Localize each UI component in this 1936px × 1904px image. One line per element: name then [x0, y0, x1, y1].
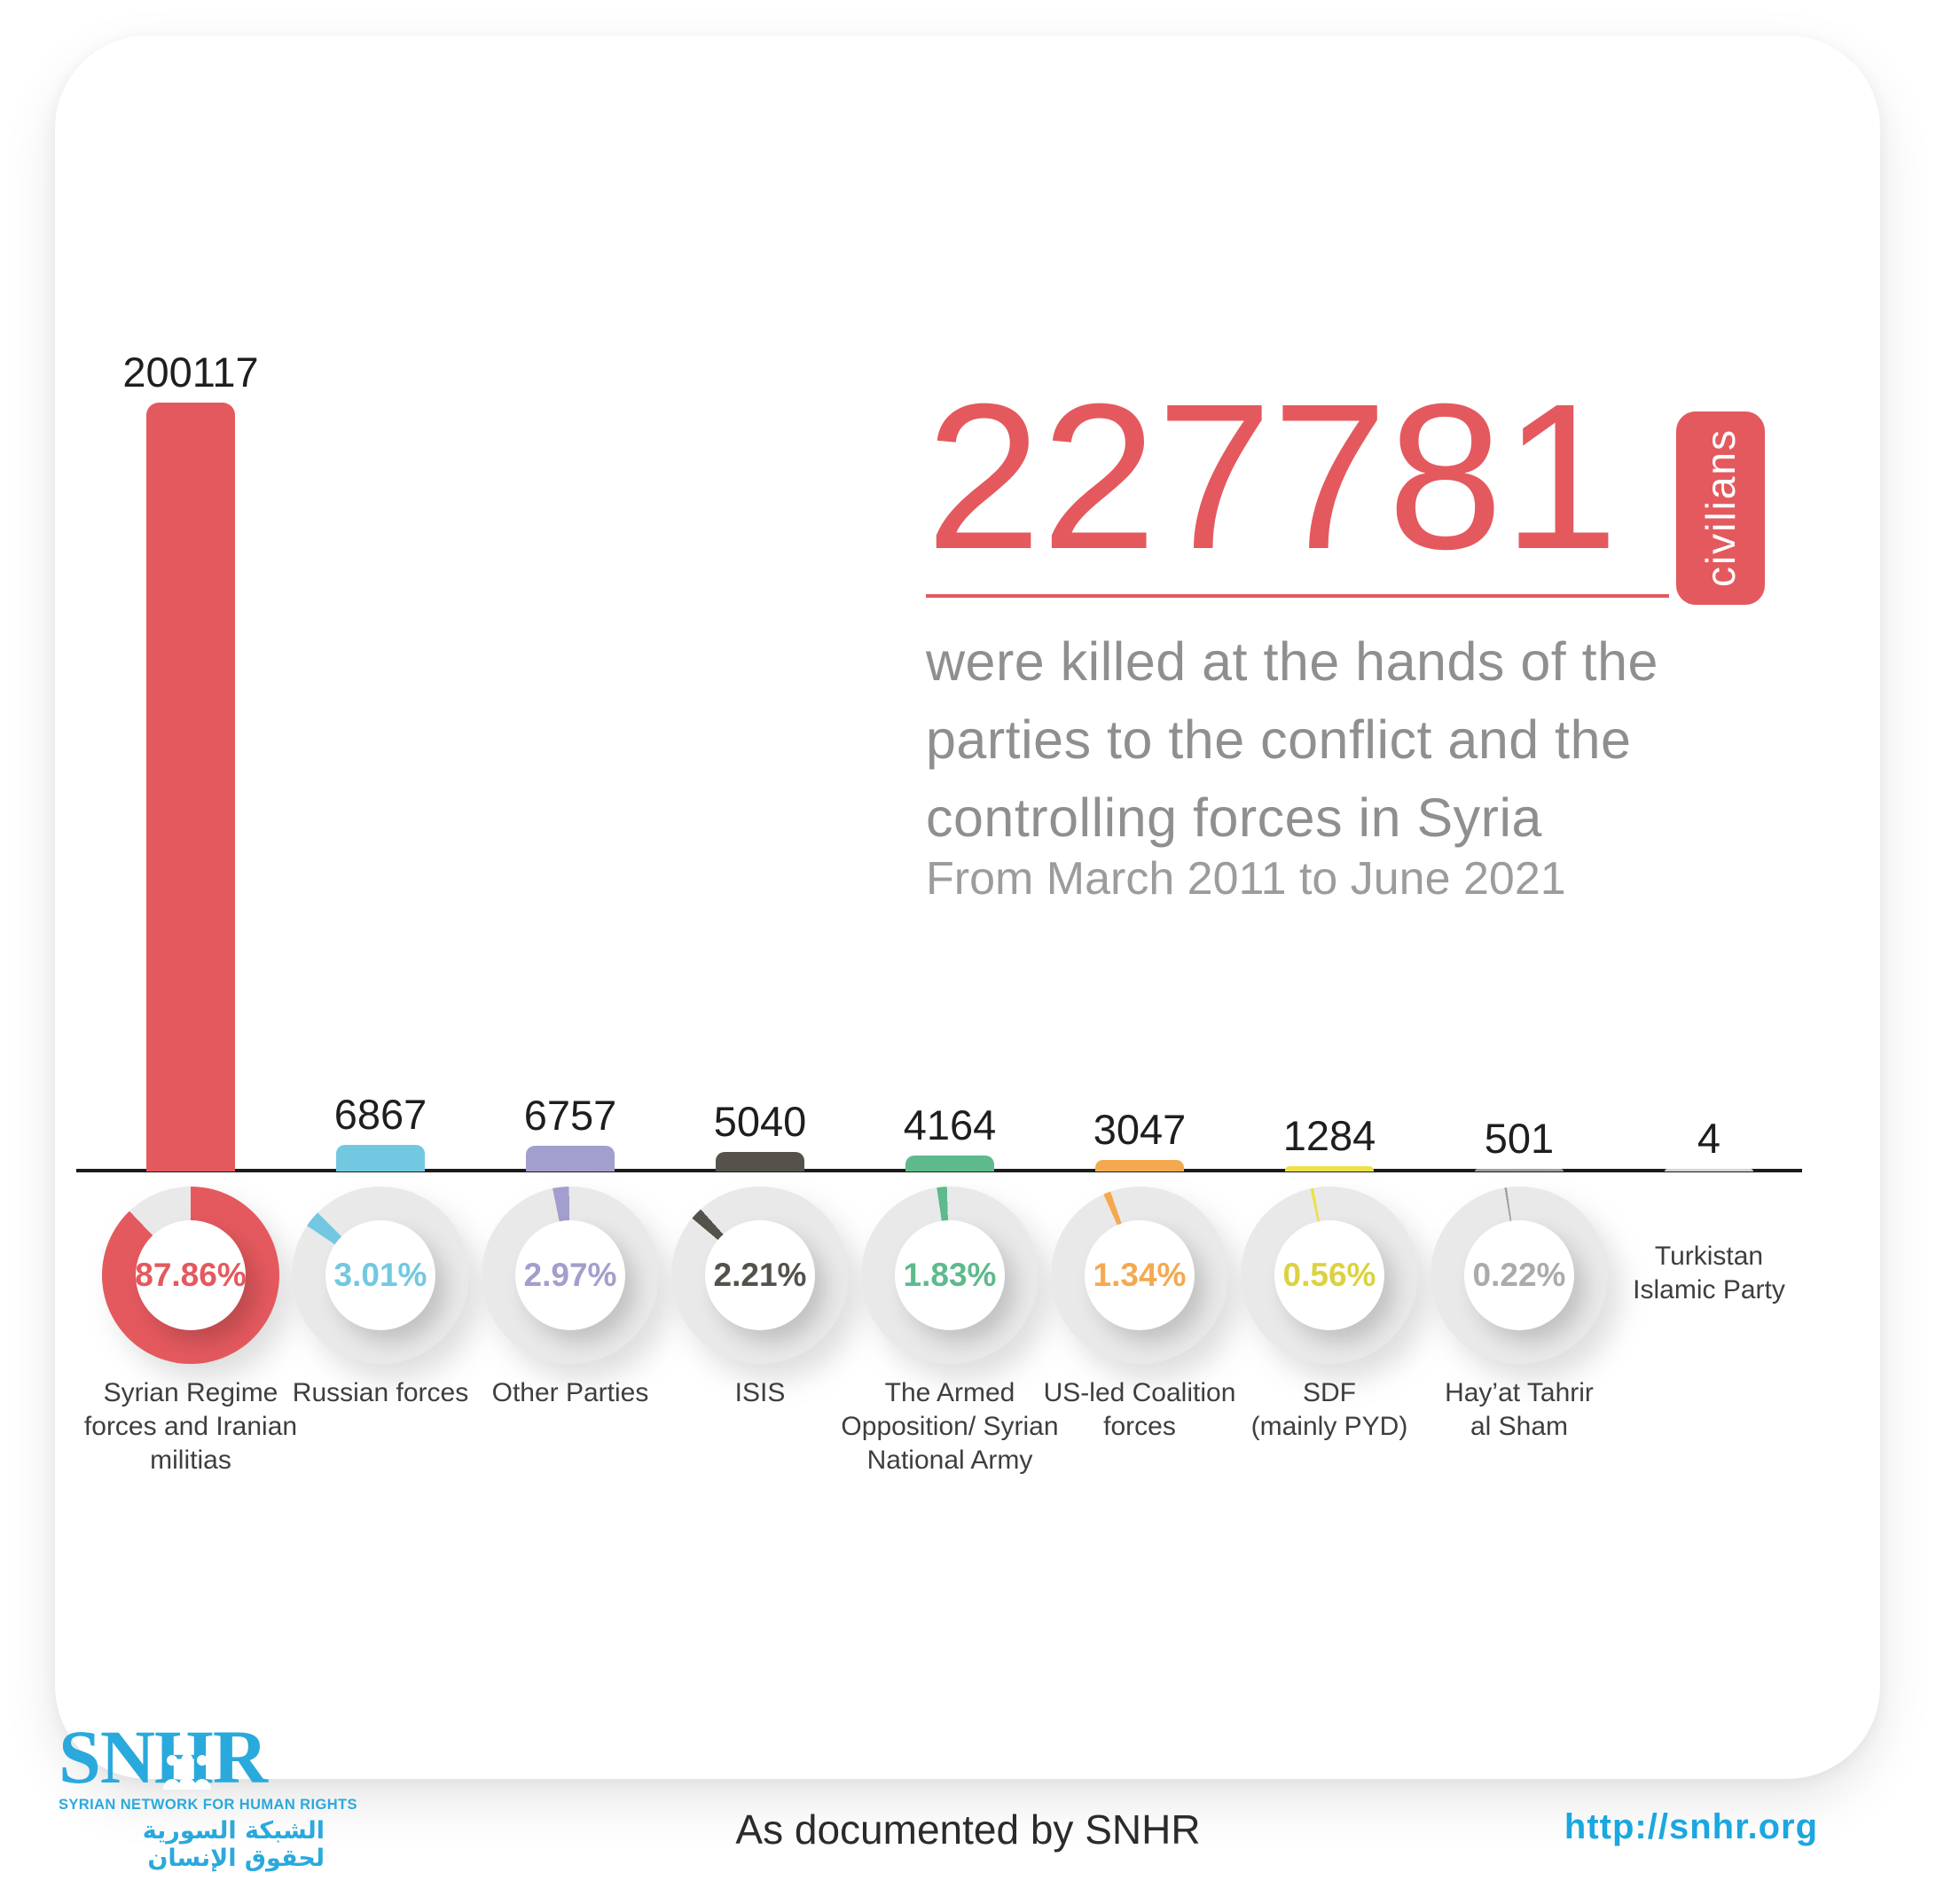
- donut-hole: 2.21%: [705, 1220, 815, 1330]
- bar[interactable]: [1285, 1166, 1374, 1171]
- bar-value-label: 4: [1697, 1115, 1721, 1162]
- category-label: Hay’at Tahrir al Sham: [1445, 1378, 1594, 1441]
- bar-value-label: 200117: [122, 349, 259, 396]
- donut-hole: 2.97%: [515, 1220, 625, 1330]
- bar[interactable]: [1095, 1159, 1184, 1171]
- bar-value-label: 6757: [523, 1091, 617, 1139]
- donut-hole: 1.34%: [1085, 1220, 1195, 1330]
- bar[interactable]: [716, 1152, 804, 1171]
- headline-underline: [926, 594, 1669, 598]
- category-label: Syrian Regime forces and Iranian militias: [83, 1378, 298, 1475]
- headline-description: were killed at the hands of the parties …: [926, 623, 1830, 857]
- bar-value-label: 501: [1484, 1115, 1555, 1162]
- civilians-tag-label: civilians: [1697, 428, 1744, 588]
- bar-value-label: 4164: [903, 1101, 997, 1148]
- donut-chart[interactable]: 87.86%: [102, 1187, 279, 1364]
- donut-chart[interactable]: 1.83%: [861, 1187, 1039, 1364]
- snhr-wordmark-text: SNHR: [59, 1714, 268, 1799]
- donut-chart[interactable]: 2.21%: [671, 1187, 849, 1364]
- donut-chart[interactable]: 2.97%: [482, 1187, 659, 1364]
- donut-chart[interactable]: 3.01%: [292, 1187, 469, 1364]
- donut-chart[interactable]: 0.22%: [1430, 1187, 1608, 1364]
- donut-percentage: 1.34%: [1093, 1257, 1187, 1293]
- bar-value-label: 3047: [1093, 1105, 1187, 1153]
- category-label: Russian forces: [292, 1378, 469, 1407]
- snhr-subtitle-ar: الشبكة السورية لحقوق الإنسان: [142, 1817, 325, 1872]
- headline-description-line3: controlling forces in Syria: [926, 787, 1542, 848]
- category-label: Turkistan Islamic Party: [1633, 1242, 1785, 1305]
- bar[interactable]: [526, 1145, 615, 1171]
- civilians-tag: civilians: [1676, 411, 1765, 605]
- people-icon: [163, 1754, 211, 1790]
- category-label: ISIS: [734, 1378, 786, 1407]
- bar[interactable]: [1665, 1169, 1753, 1171]
- donut-hole: 1.83%: [895, 1220, 1005, 1330]
- attribution-text: As documented by SNHR: [735, 1806, 1201, 1853]
- headline-period: From March 2011 to June 2021: [926, 853, 1566, 905]
- total-killed-number: 227781: [926, 360, 1619, 592]
- donut-chart[interactable]: 1.34%: [1051, 1187, 1228, 1364]
- bar-value-label: 5040: [713, 1098, 807, 1146]
- bar[interactable]: [146, 403, 235, 1171]
- donut-hole: 0.56%: [1274, 1220, 1384, 1330]
- bar-value-label: 1284: [1282, 1112, 1376, 1160]
- headline-description-line1: were killed at the hands of the: [926, 631, 1658, 692]
- donut-hole: 0.22%: [1464, 1220, 1574, 1330]
- donut-percentage: 2.97%: [523, 1257, 617, 1293]
- donut-percentage: 3.01%: [333, 1257, 427, 1293]
- category-label: The Armed Opposition/ Syrian National Army: [841, 1378, 1059, 1475]
- donut-percentage: 0.56%: [1282, 1257, 1376, 1293]
- bar-value-label: 6867: [333, 1091, 427, 1139]
- bar[interactable]: [1475, 1169, 1564, 1171]
- bar[interactable]: [336, 1145, 425, 1171]
- donut-percentage: 0.22%: [1472, 1257, 1566, 1293]
- snhr-logo: SNHR SYRIAN NETWORK FOR HUMAN RIGHTS الش…: [59, 1719, 357, 1872]
- donut-percentage: 87.86%: [135, 1257, 247, 1293]
- card-background: [55, 35, 1880, 1779]
- category-label: Other Parties: [491, 1378, 649, 1407]
- snhr-website-link[interactable]: http://snhr.org: [1564, 1807, 1818, 1846]
- snhr-subtitle-en: SYRIAN NETWORK FOR HUMAN RIGHTS: [59, 1797, 357, 1813]
- bar[interactable]: [905, 1155, 994, 1171]
- donut-chart[interactable]: 0.56%: [1241, 1187, 1418, 1364]
- donut-hole: 87.86%: [135, 1220, 247, 1330]
- donut-percentage: 2.21%: [713, 1257, 807, 1293]
- category-label: SDF (mainly PYD): [1250, 1378, 1408, 1441]
- headline-description-line2: parties to the conflict and the: [926, 709, 1632, 770]
- category-label: US-led Coalition forces: [1043, 1378, 1236, 1441]
- donut-percentage: 1.83%: [903, 1257, 997, 1293]
- snhr-wordmark: SNHR: [59, 1719, 325, 1795]
- donut-hole: 3.01%: [325, 1220, 435, 1330]
